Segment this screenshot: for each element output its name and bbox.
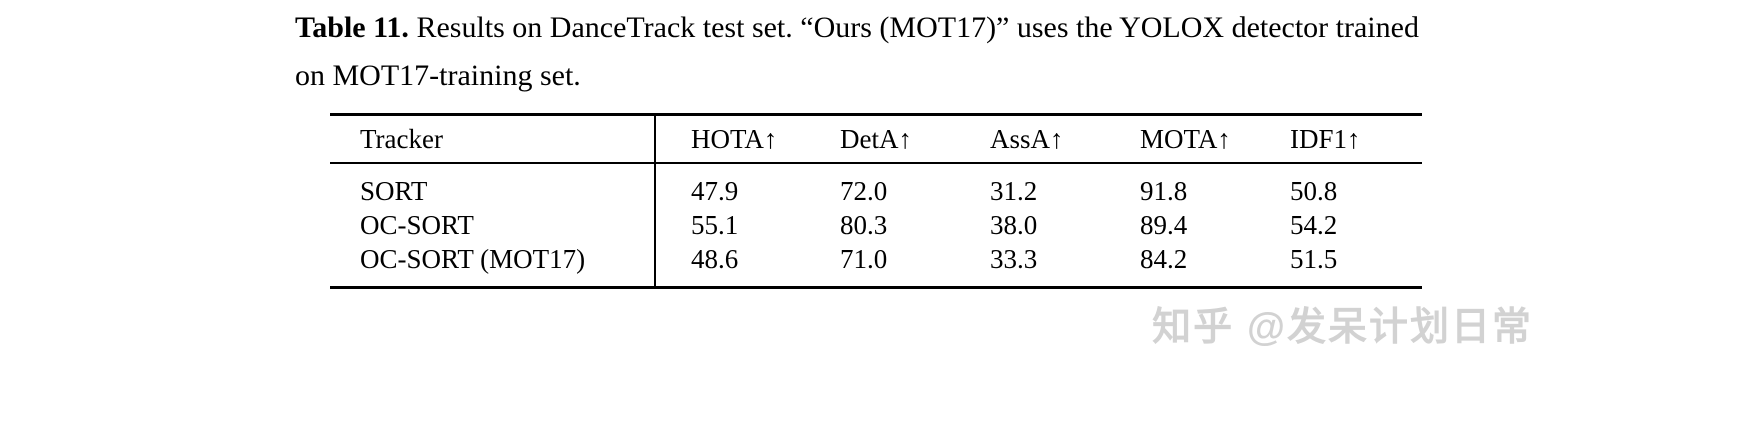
cell-assa: 31.2 [990, 175, 1038, 206]
table-header-row: Tracker HOTA↑ DetA↑ AssA↑ MOTA↑ IDF1↑ [330, 114, 1422, 164]
cell-deta: 72.0 [840, 175, 888, 206]
caption-text: Results on DanceTrack test set. “Ours (M… [295, 11, 1419, 92]
header-deta: DetA↑ [805, 114, 955, 164]
caption-label: Table 11. [295, 11, 409, 44]
cell-tracker-name: OC-SORT [330, 208, 656, 242]
header-hota: HOTA↑ [655, 114, 805, 164]
cell-mota: 89.4 [1140, 209, 1188, 240]
cell-assa: 38.0 [990, 209, 1038, 240]
header-mota: MOTA↑ [1105, 114, 1255, 164]
header-tracker: Tracker [330, 114, 656, 164]
cell-deta: 71.0 [840, 243, 888, 274]
cell-hota: 48.6 [691, 243, 739, 274]
watermark: 知乎 @发呆计划日常 [1152, 306, 1533, 349]
cell-assa: 33.3 [990, 243, 1038, 274]
header-assa: AssA↑ [955, 114, 1105, 164]
cell-idf1: 50.8 [1290, 175, 1338, 206]
cell-tracker-name: OC-SORT (MOT17) [330, 242, 656, 288]
table-row-oc-sort-mot17: OC-SORT (MOT17) 48.6 71.0 33.3 84.2 51.5 [330, 242, 1422, 288]
table-row-sort: SORT 47.9 72.0 31.2 91.8 50.8 [330, 163, 1422, 208]
cell-idf1: 54.2 [1290, 209, 1338, 240]
header-idf1: IDF1↑ [1255, 114, 1422, 164]
cell-mota: 84.2 [1140, 243, 1188, 274]
cell-tracker-name: SORT [330, 163, 656, 208]
cell-deta: 80.3 [840, 209, 888, 240]
results-table-container: Tracker HOTA↑ DetA↑ AssA↑ MOTA↑ IDF1↑ SO… [330, 113, 1422, 289]
results-table: Tracker HOTA↑ DetA↑ AssA↑ MOTA↑ IDF1↑ SO… [330, 113, 1422, 289]
cell-hota: 47.9 [691, 175, 739, 206]
cell-mota: 91.8 [1140, 175, 1188, 206]
cell-hota: 55.1 [691, 209, 739, 240]
table-row-oc-sort: OC-SORT 55.1 80.3 38.0 89.4 54.2 [330, 208, 1422, 242]
table-caption: Table 11. Results on DanceTrack test set… [295, 4, 1420, 100]
cell-idf1: 51.5 [1290, 243, 1338, 274]
